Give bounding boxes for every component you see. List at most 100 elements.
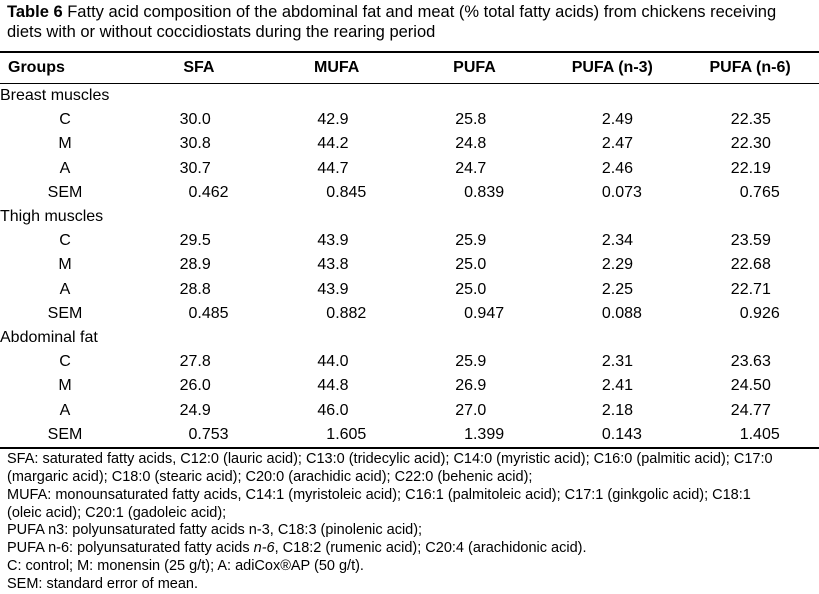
- cell-integer-part: 1: [326, 425, 336, 443]
- cell-fraction-part: .143: [610, 425, 642, 443]
- cell-fraction-part: .405: [748, 425, 780, 443]
- section-header: Thigh muscles: [0, 208, 104, 226]
- cell-integer-part: 26: [455, 377, 473, 395]
- cell-integer-part: 0: [326, 304, 336, 322]
- cell-fraction-part: .7: [472, 159, 487, 177]
- cell-integer-part: 24: [730, 377, 749, 395]
- cell-fraction-part: .0: [197, 111, 211, 129]
- value-cell: 0.088: [543, 302, 681, 326]
- cell-fraction-part: .9: [335, 232, 349, 250]
- cell-fraction-part: .31: [610, 353, 634, 371]
- cell-fraction-part: .0: [472, 256, 487, 274]
- cell-integer-part: 26: [179, 377, 198, 395]
- table-row: A 28.8 43.9 25.0 2.25 22.71: [0, 278, 819, 302]
- cell-integer-part: 44: [317, 353, 336, 371]
- cell-fraction-part: .0: [472, 401, 487, 419]
- cell-integer-part: 28: [179, 280, 198, 298]
- cell-fraction-part: .2: [335, 135, 349, 153]
- value-cell: 0.926: [681, 302, 819, 326]
- cell-integer-part: 44: [317, 135, 336, 153]
- footnote-pufa-n6-italic: n-6: [253, 540, 275, 557]
- cell-integer-part: 0: [188, 425, 198, 443]
- value-cell: 1.405: [681, 423, 819, 448]
- row-label: M: [58, 256, 72, 274]
- cell-fraction-part: .839: [472, 183, 505, 201]
- cell-fraction-part: .882: [335, 304, 367, 322]
- value-cell: 0.462: [130, 181, 268, 205]
- value-cell: 2.49: [543, 108, 681, 132]
- cell-fraction-part: .9: [197, 401, 211, 419]
- value-cell: 22.30: [681, 132, 819, 156]
- cell-integer-part: 24: [455, 135, 473, 153]
- value-cell: 30.7: [130, 157, 268, 181]
- table-row: M 28.9 43.8 25.0 2.29 22.68: [0, 253, 819, 277]
- value-cell: 46.0: [268, 398, 406, 422]
- cell-fraction-part: .29: [610, 256, 634, 274]
- cell-fraction-part: .7: [335, 159, 349, 177]
- value-cell: 1.399: [406, 423, 544, 448]
- cell-fraction-part: .088: [610, 304, 642, 322]
- footnote-pufa-n6-suffix: , C18:2 (rumenic acid); C20:4 (arachidon…: [274, 540, 587, 557]
- cell-integer-part: 0: [739, 183, 749, 201]
- cell-integer-part: 0: [464, 304, 473, 322]
- fatty-acid-composition-table: Groups SFA MUFA PUFA PUFA (n-3) PUFA (n-…: [0, 51, 819, 449]
- value-cell: 29.5: [130, 229, 268, 253]
- value-cell: 22.35: [681, 108, 819, 132]
- value-cell: 44.2: [268, 132, 406, 156]
- cell-integer-part: 0: [326, 183, 336, 201]
- value-cell: 30.0: [130, 108, 268, 132]
- column-header-pufa: PUFA: [453, 59, 496, 76]
- cell-fraction-part: .399: [472, 425, 505, 443]
- cell-fraction-part: .9: [335, 111, 349, 129]
- cell-integer-part: 46: [317, 401, 336, 419]
- value-cell: 22.19: [681, 157, 819, 181]
- column-header-pufa-n3: PUFA (n-3): [571, 59, 653, 76]
- cell-integer-part: 2: [601, 353, 611, 371]
- cell-integer-part: 25: [455, 353, 473, 371]
- cell-integer-part: 2: [601, 256, 611, 274]
- document-page: { "caption": { "label": "Table 6", "line…: [0, 3, 819, 592]
- cell-fraction-part: .5: [197, 232, 211, 250]
- footnote-pufa-n6: PUFA n-6: polyunsaturated fatty acids n-…: [7, 540, 815, 558]
- cell-integer-part: 22: [730, 256, 749, 274]
- cell-fraction-part: .926: [748, 304, 780, 322]
- cell-fraction-part: .46: [610, 159, 634, 177]
- table-row: SEM 0.753 1.605 1.399 0.143 1.405: [0, 423, 819, 448]
- cell-integer-part: 0: [739, 304, 749, 322]
- table-row: A 30.7 44.7 24.7 2.46 22.19: [0, 157, 819, 181]
- cell-fraction-part: .8: [472, 111, 487, 129]
- value-cell: 2.18: [543, 398, 681, 422]
- cell-fraction-part: .34: [610, 232, 634, 250]
- cell-integer-part: 43: [317, 256, 336, 274]
- section-row-thigh-muscles: Thigh muscles: [0, 205, 819, 229]
- value-cell: 2.25: [543, 278, 681, 302]
- cell-integer-part: 22: [730, 135, 749, 153]
- cell-integer-part: 22: [730, 280, 749, 298]
- cell-fraction-part: .8: [335, 256, 349, 274]
- row-label: A: [59, 159, 71, 177]
- value-cell: 22.68: [681, 253, 819, 277]
- cell-integer-part: 25: [455, 256, 473, 274]
- value-cell: 0.839: [406, 181, 544, 205]
- value-cell: 43.9: [268, 278, 406, 302]
- row-label: C: [59, 111, 71, 129]
- column-header-mufa: MUFA: [314, 59, 360, 76]
- cell-fraction-part: .68: [748, 256, 771, 274]
- cell-fraction-part: .9: [472, 377, 487, 395]
- cell-fraction-part: .8: [197, 280, 211, 298]
- section-row-abdominal-fat: Abdominal fat: [0, 326, 819, 350]
- cell-integer-part: 30: [179, 135, 198, 153]
- cell-integer-part: 2: [601, 111, 611, 129]
- cell-integer-part: 0: [601, 183, 611, 201]
- cell-fraction-part: .77: [748, 401, 771, 419]
- row-label: M: [58, 135, 72, 153]
- value-cell: 22.71: [681, 278, 819, 302]
- row-label: M: [58, 377, 72, 395]
- footnote-pufa-n3: PUFA n3: polyunsaturated fatty acids n-3…: [7, 522, 423, 539]
- cell-integer-part: 29: [179, 232, 198, 250]
- value-cell: 0.073: [543, 181, 681, 205]
- cell-integer-part: 28: [179, 256, 198, 274]
- cell-fraction-part: .605: [335, 425, 367, 443]
- row-label: C: [59, 232, 71, 250]
- cell-integer-part: 22: [730, 111, 749, 129]
